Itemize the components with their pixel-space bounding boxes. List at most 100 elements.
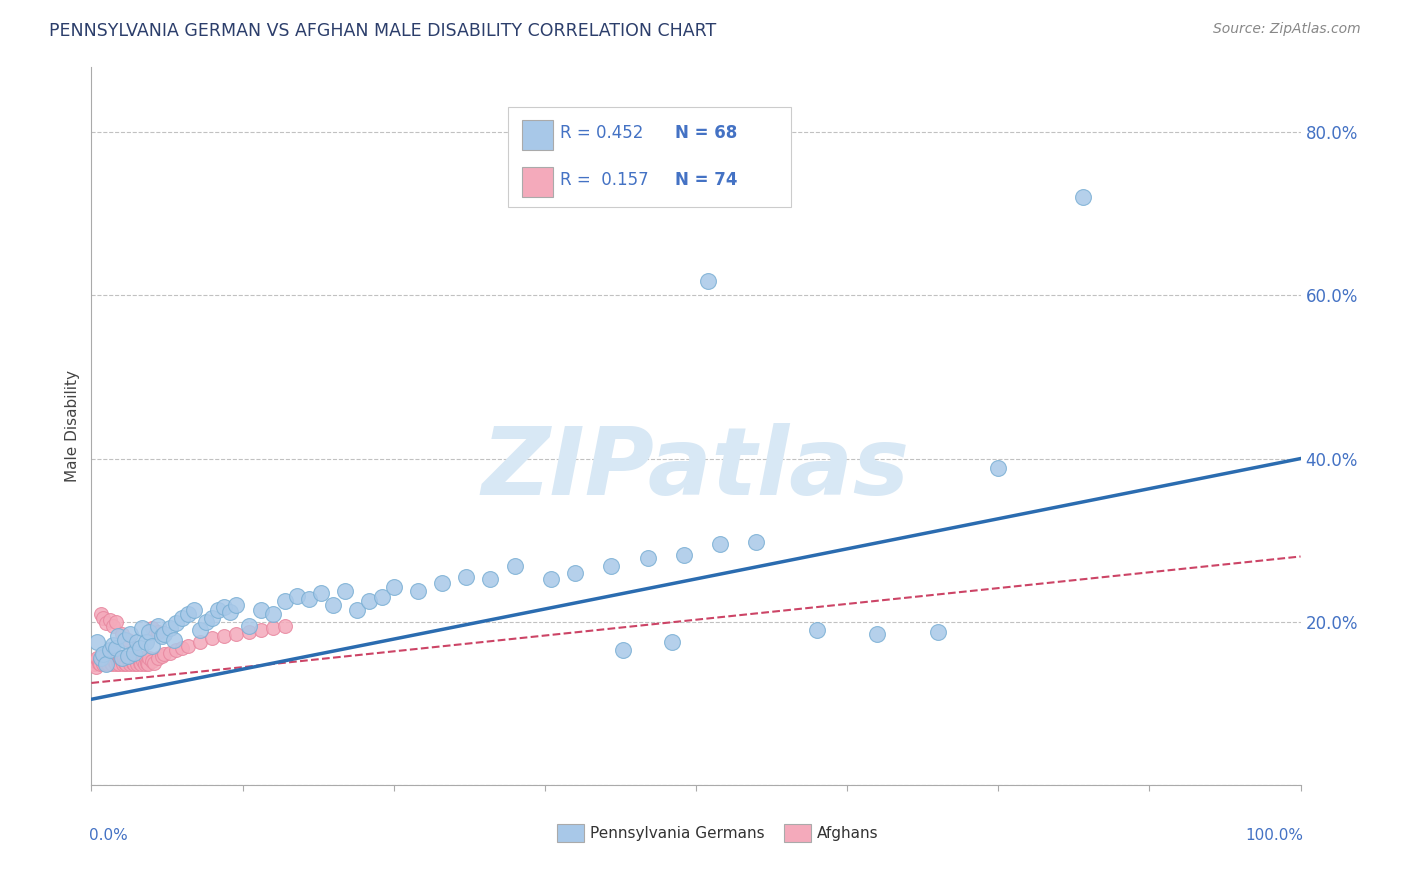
Point (93, 648, 115, 662)
Point (201, 631, 224, 645)
Point (672, 548, 695, 562)
Point (162, 632, 184, 647)
Point (153, 627, 176, 641)
Point (94, 657, 117, 672)
Point (135, 635, 157, 649)
Point (183, 602, 205, 616)
Point (503, 559, 526, 574)
Point (117, 651, 139, 665)
Point (103, 654, 125, 668)
Point (346, 602, 368, 616)
Point (131, 621, 153, 635)
Point (238, 619, 260, 633)
Point (90, 607, 112, 621)
Point (143, 656, 166, 670)
Point (214, 600, 236, 615)
Point (83, 657, 105, 672)
Point (131, 651, 153, 665)
Text: 100.0%: 100.0% (1244, 828, 1303, 843)
Text: Pennsylvania Germans: Pennsylvania Germans (589, 826, 765, 841)
Point (84, 659, 107, 673)
Point (745, 534, 768, 549)
Point (600, 559, 623, 574)
Point (225, 627, 247, 641)
Text: Afghans: Afghans (817, 826, 879, 841)
Point (150, 648, 173, 663)
Point (128, 656, 150, 670)
Point (117, 648, 139, 663)
Point (201, 610, 224, 624)
Point (120, 657, 142, 672)
Point (136, 656, 159, 670)
Point (93, 610, 115, 624)
Text: N = 68: N = 68 (675, 124, 738, 142)
Point (86, 635, 108, 649)
Point (262, 607, 284, 621)
Point (111, 627, 132, 641)
Point (98, 643, 121, 657)
Point (111, 657, 134, 672)
Point (101, 657, 124, 672)
Point (101, 619, 124, 633)
Text: 0.0%: 0.0% (89, 828, 128, 843)
Point (927, 624, 949, 639)
Point (370, 591, 392, 605)
Point (238, 624, 260, 639)
Point (866, 627, 889, 641)
Point (153, 648, 176, 662)
Point (89, 657, 111, 672)
Point (91, 654, 114, 668)
Point (141, 654, 163, 668)
Point (87, 656, 110, 670)
Point (540, 572, 562, 586)
Point (1071, 190, 1094, 204)
Point (125, 654, 148, 668)
Point (150, 630, 173, 644)
Point (138, 651, 160, 665)
Point (98, 613, 121, 627)
Point (107, 656, 129, 670)
Point (225, 599, 247, 613)
Point (105, 651, 128, 665)
Point (90, 651, 112, 665)
Point (115, 657, 138, 672)
Point (172, 640, 194, 655)
Point (177, 607, 200, 621)
Point (104, 615, 127, 629)
Point (359, 594, 381, 608)
Point (637, 551, 659, 566)
Point (108, 657, 131, 672)
Point (165, 616, 187, 631)
Point (112, 651, 135, 665)
Point (120, 627, 142, 641)
Point (127, 635, 149, 649)
Point (114, 656, 136, 670)
Text: ZIPatlas: ZIPatlas (482, 423, 910, 515)
Point (195, 615, 218, 629)
Point (697, 274, 720, 288)
Point (141, 639, 163, 653)
Point (101, 651, 124, 665)
Point (136, 657, 159, 672)
Point (141, 621, 163, 635)
Text: Source: ZipAtlas.com: Source: ZipAtlas.com (1213, 22, 1361, 37)
FancyBboxPatch shape (785, 824, 811, 842)
Point (146, 619, 169, 633)
Point (322, 599, 344, 613)
Point (219, 605, 242, 619)
Point (110, 651, 132, 665)
Point (93, 651, 115, 665)
Point (97, 657, 120, 672)
Point (406, 583, 429, 598)
Point (188, 623, 211, 637)
Point (159, 646, 181, 660)
Point (121, 656, 143, 670)
Point (285, 589, 308, 603)
Point (249, 602, 271, 616)
Point (122, 646, 145, 660)
Point (101, 638, 124, 652)
Point (564, 566, 586, 580)
Point (127, 657, 149, 672)
Point (249, 623, 271, 637)
Text: N = 74: N = 74 (675, 170, 738, 189)
